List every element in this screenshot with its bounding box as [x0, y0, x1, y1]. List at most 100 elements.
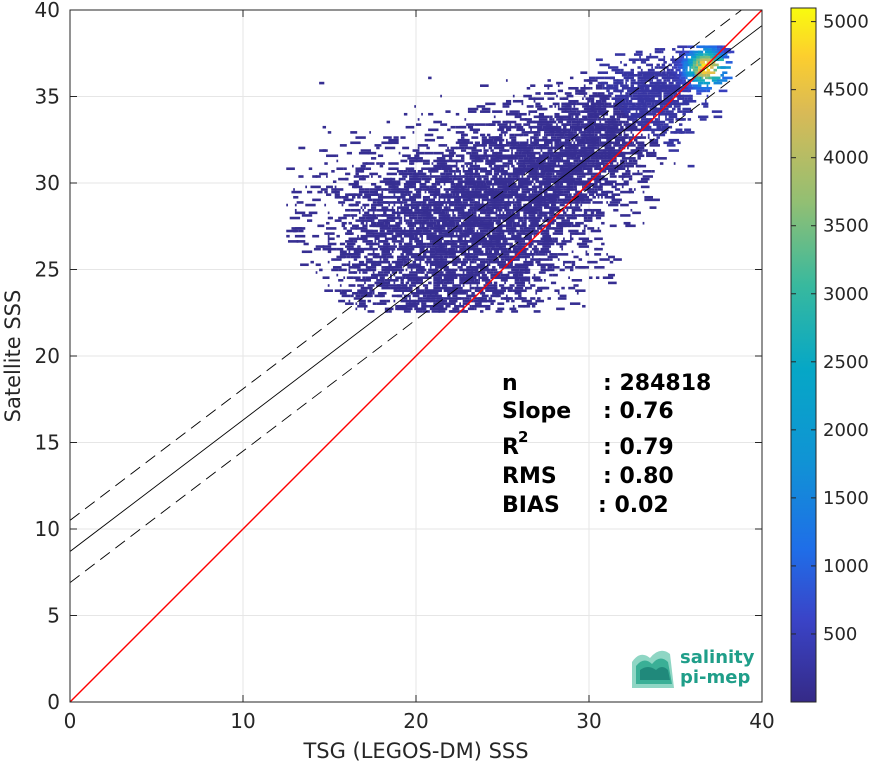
heatmap-cell-1372 — [512, 219, 515, 222]
heatmap-cell-339 — [500, 279, 508, 282]
heatmap-cell-2838 — [556, 146, 558, 150]
heatmap-cell-740 — [518, 253, 529, 256]
heatmap-cell-3622 — [625, 92, 629, 95]
heatmap-cell-117 — [426, 297, 436, 300]
heatmap-cell-468 — [357, 268, 365, 272]
heatmap-cell-3317 — [564, 115, 572, 119]
heatmap-cell-2754 — [587, 151, 589, 155]
heatmap-cell-3044 — [514, 133, 522, 137]
heatmap-cell-2236 — [486, 177, 489, 181]
heatmap-cell-2661 — [576, 157, 579, 160]
heatmap-cell-1345 — [398, 219, 403, 222]
heatmap-cell-2994 — [654, 138, 659, 142]
heatmap-cell-2191 — [524, 180, 534, 183]
heatmap-cell-2966 — [511, 138, 517, 142]
heatmap-cell-3490 — [576, 102, 588, 106]
heatmap-cell-2441 — [410, 167, 415, 171]
heatmap-cell-1721 — [416, 201, 427, 204]
heatmap-cell-3505 — [644, 102, 647, 106]
heatmap-cell-268 — [422, 284, 429, 287]
heatmap-cell-3877 — [706, 68, 711, 72]
heatmap-cell-2968 — [530, 138, 532, 142]
heatmap-cell-2125 — [455, 183, 463, 186]
heatmap-cell-1517 — [471, 211, 477, 215]
heatmap-cell-1410 — [450, 216, 455, 220]
heatmap-cell-1005 — [478, 237, 487, 241]
heatmap-cell-651 — [478, 258, 481, 261]
x-tick-label-4: 40 — [749, 709, 774, 733]
heatmap-cell-3489 — [573, 102, 577, 106]
heatmap-cell-251 — [540, 286, 550, 290]
heatmap-cell-2645 — [507, 157, 517, 160]
heatmap-cell-1775 — [438, 198, 441, 202]
heatmap-cell-1720 — [410, 201, 416, 204]
heatmap-cell-2638 — [474, 157, 481, 160]
heatmap-cell-310 — [514, 281, 525, 285]
heatmap-cell-3022 — [592, 136, 600, 139]
heatmap-cell-3300 — [649, 118, 654, 121]
heatmap-cell-1409 — [447, 216, 451, 220]
heatmap-cell-199 — [393, 289, 399, 292]
heatmap-cell-903 — [419, 242, 423, 246]
heatmap-cell-156 — [447, 294, 451, 298]
heatmap-cell-38 — [556, 307, 565, 311]
heatmap-cell-130 — [490, 297, 493, 300]
heatmap-cell-3450 — [476, 105, 486, 108]
heatmap-cell-3047 — [533, 133, 539, 137]
heatmap-cell-2301 — [516, 175, 519, 178]
heatmap-cell-3805 — [621, 74, 628, 77]
heatmap-cell-1998 — [358, 188, 365, 191]
heatmap-cell-476 — [410, 268, 413, 272]
heatmap-cell-2529 — [324, 162, 328, 165]
heatmap-cell-2819 — [467, 146, 477, 150]
heatmap-cell-1862 — [568, 195, 572, 199]
heatmap-cell-380 — [512, 276, 515, 280]
heatmap-cell-1114 — [507, 232, 512, 235]
heatmap-cell-500 — [559, 268, 565, 272]
heatmap-cell-2970 — [535, 138, 538, 142]
heatmap-cell-377 — [499, 276, 510, 280]
heatmap-cell-3395 — [585, 110, 596, 113]
colorbar — [790, 7, 817, 703]
heatmap-cell-188 — [497, 291, 505, 295]
heatmap-cell-849 — [315, 245, 325, 248]
heatmap-cell-387 — [589, 276, 593, 280]
heatmap-cell-1732 — [462, 201, 468, 204]
heatmap-cell-1174 — [545, 229, 548, 233]
heatmap-cell-2461 — [514, 167, 520, 171]
heatmap-cell-1688 — [512, 203, 517, 207]
heatmap-cell-23 — [416, 307, 427, 311]
heatmap-cell-3623 — [628, 92, 633, 95]
heatmap-cell-129 — [488, 297, 491, 300]
heatmap-cell-15 — [533, 310, 541, 313]
heatmap-cell-624 — [523, 260, 532, 264]
heatmap-cell-1819 — [362, 195, 372, 199]
heatmap-cell-3790 — [656, 76, 659, 80]
heatmap-cell-54 — [486, 304, 489, 308]
heatmap-cell-3169 — [528, 125, 538, 129]
heatmap-cell-1687 — [505, 203, 512, 207]
heatmap-cell-386 — [568, 276, 570, 280]
heatmap-cell-293 — [421, 281, 423, 285]
heatmap-cell-2263 — [578, 177, 583, 181]
heatmap-cell-2509 — [556, 164, 564, 168]
heatmap-cell-2535 — [393, 162, 399, 165]
heatmap-cell-889 — [578, 245, 589, 248]
heatmap-cell-122 — [448, 297, 460, 300]
heatmap-cell-3289 — [597, 118, 602, 121]
heatmap-cell-2761 — [616, 151, 626, 155]
heatmap-cell-566 — [452, 263, 458, 267]
heatmap-cell-381 — [514, 276, 520, 280]
heatmap-cell-2662 — [582, 157, 584, 160]
heatmap-cell-2990 — [620, 138, 626, 142]
heatmap-cell-3702 — [557, 84, 560, 87]
heatmap-cell-2520 — [606, 164, 617, 168]
heatmap-cell-3689 — [675, 86, 681, 90]
heatmap-cell-214 — [469, 289, 472, 292]
heatmap-cell-1351 — [429, 219, 434, 222]
heatmap-cell-1582 — [516, 208, 524, 212]
heatmap-cell-2382 — [360, 170, 363, 173]
heatmap-cell-2634 — [440, 157, 446, 160]
heatmap-cell-618 — [483, 260, 486, 264]
heatmap-cell-745 — [545, 253, 548, 256]
